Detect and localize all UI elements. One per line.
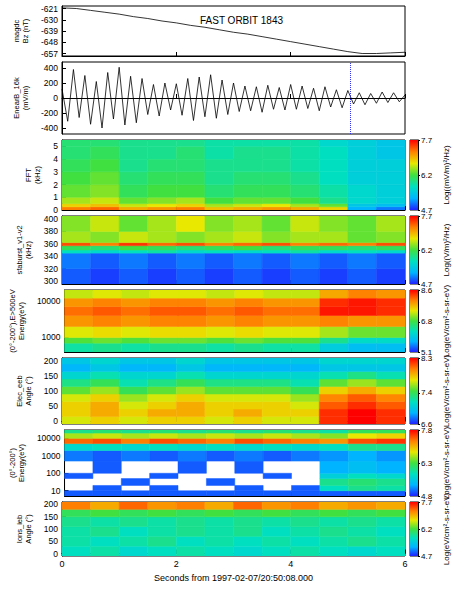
svg-text:100: 100 bbox=[46, 468, 60, 478]
svg-text:10000: 10000 bbox=[37, 433, 61, 443]
svg-text:Log(eV/cm²-s-sr-eV): Log(eV/cm²-s-sr-eV) bbox=[442, 354, 451, 427]
svg-text:0: 0 bbox=[59, 559, 64, 569]
svg-text:150: 150 bbox=[44, 371, 58, 381]
svg-text:1000: 1000 bbox=[42, 451, 61, 461]
svg-text:6.6: 6.6 bbox=[421, 419, 433, 429]
svg-text:magdc: magdc bbox=[12, 19, 21, 42]
svg-text:FFT: FFT bbox=[24, 168, 33, 182]
svg-text:(0°-200°): (0°-200°) bbox=[8, 447, 17, 478]
svg-text:4.7: 4.7 bbox=[421, 205, 433, 215]
svg-text:7.7: 7.7 bbox=[421, 212, 433, 221]
svg-text:150: 150 bbox=[44, 512, 58, 522]
svg-text:-639: -639 bbox=[41, 26, 58, 36]
svg-text:10: 10 bbox=[51, 486, 61, 496]
svg-text:1000: 1000 bbox=[42, 332, 61, 342]
svg-text:360: 360 bbox=[44, 239, 58, 249]
svg-text:6: 6 bbox=[402, 559, 407, 569]
svg-text:400: 400 bbox=[44, 214, 58, 224]
svg-text:6.2: 6.2 bbox=[421, 246, 433, 255]
svg-text:400: 400 bbox=[44, 63, 58, 73]
svg-text:4.7: 4.7 bbox=[421, 552, 433, 561]
svg-text:-630: -630 bbox=[41, 15, 58, 25]
svg-text:7.7: 7.7 bbox=[421, 498, 433, 507]
svg-text:5: 5 bbox=[53, 141, 58, 151]
svg-text:4: 4 bbox=[53, 154, 58, 164]
svg-text:Energy(eV): Energy(eV) bbox=[17, 302, 26, 340]
svg-text:0: 0 bbox=[53, 93, 58, 103]
svg-text:4.8: 4.8 bbox=[421, 491, 433, 501]
svg-text:(0°-200°),E>500eV: (0°-200°),E>500eV bbox=[8, 289, 17, 352]
svg-text:(kHz): (kHz) bbox=[33, 166, 42, 184]
svg-text:Log(eV/cm²-s-sr-eV): Log(eV/cm²-s-sr-eV) bbox=[442, 284, 451, 357]
svg-text:200: 200 bbox=[44, 356, 58, 366]
svg-text:Ions_ieb: Ions_ieb bbox=[15, 515, 24, 543]
svg-text:1: 1 bbox=[53, 192, 58, 202]
svg-text:Angle (°): Angle (°) bbox=[24, 514, 33, 544]
svg-text:Log(eV/cm²-s-sr-eV): Log(eV/cm²-s-sr-eV) bbox=[442, 492, 451, 565]
svg-text:0: 0 bbox=[53, 205, 58, 215]
svg-text:-200: -200 bbox=[41, 108, 58, 118]
svg-text:4.7: 4.7 bbox=[421, 279, 433, 289]
svg-text:7.4: 7.4 bbox=[421, 388, 433, 397]
svg-text:5.1: 5.1 bbox=[421, 347, 433, 357]
svg-text:380: 380 bbox=[44, 226, 58, 236]
svg-text:50: 50 bbox=[49, 401, 59, 411]
svg-text:-657: -657 bbox=[41, 49, 58, 59]
svg-text:50: 50 bbox=[49, 536, 59, 546]
svg-text:320: 320 bbox=[44, 264, 58, 274]
svg-text:10000: 10000 bbox=[37, 296, 61, 306]
svg-text:(kHz): (kHz) bbox=[24, 241, 33, 259]
svg-text:6.3: 6.3 bbox=[421, 459, 433, 468]
svg-text:2: 2 bbox=[53, 180, 58, 190]
svg-text:6.2: 6.2 bbox=[421, 525, 433, 534]
svg-text:100: 100 bbox=[44, 386, 58, 396]
svg-text:EnearB_16k: EnearB_16k bbox=[12, 77, 21, 119]
svg-text:Energy(eV): Energy(eV) bbox=[17, 444, 26, 482]
svg-text:Angle (°): Angle (°) bbox=[24, 376, 33, 406]
svg-text:Log(eV/cm²-s-sr-eV): Log(eV/cm²-s-sr-eV) bbox=[442, 426, 451, 499]
svg-text:6.2: 6.2 bbox=[421, 171, 433, 180]
svg-text:8.6: 8.6 bbox=[421, 286, 433, 295]
svg-text:7.8: 7.8 bbox=[421, 426, 433, 435]
svg-text:340: 340 bbox=[44, 251, 58, 261]
svg-text:Seconds from 1997-02-07/20:50:: Seconds from 1997-02-07/20:50:08.000 bbox=[154, 573, 313, 583]
svg-text:-621: -621 bbox=[41, 4, 58, 14]
svg-text:FAST ORBIT 1843: FAST ORBIT 1843 bbox=[200, 15, 283, 26]
svg-text:6.8: 6.8 bbox=[421, 317, 433, 326]
svg-text:100: 100 bbox=[44, 524, 58, 534]
svg-text:Elec_eeb: Elec_eeb bbox=[15, 375, 24, 406]
svg-text:7.7: 7.7 bbox=[421, 136, 433, 145]
svg-text:sfaburst_v1-v2: sfaburst_v1-v2 bbox=[15, 225, 24, 274]
svg-text:200: 200 bbox=[44, 499, 58, 509]
svg-text:(mV/m): (mV/m) bbox=[21, 85, 30, 110]
svg-text:300: 300 bbox=[44, 276, 58, 286]
svg-text:0: 0 bbox=[53, 549, 58, 559]
svg-text:Log((V/m)²/Hz): Log((V/m)²/Hz) bbox=[442, 223, 451, 276]
svg-text:4: 4 bbox=[288, 559, 293, 569]
svg-text:-648: -648 bbox=[41, 37, 58, 47]
svg-text:8.3: 8.3 bbox=[421, 354, 433, 363]
svg-text:Log((mV/m)²/Hz): Log((mV/m)²/Hz) bbox=[442, 145, 451, 205]
svg-text:2: 2 bbox=[174, 559, 179, 569]
svg-text:Bz (nT): Bz (nT) bbox=[21, 18, 30, 43]
svg-text:200: 200 bbox=[44, 78, 58, 88]
svg-text:3: 3 bbox=[53, 167, 58, 177]
svg-text:-400: -400 bbox=[41, 123, 58, 133]
svg-text:0: 0 bbox=[53, 416, 58, 426]
